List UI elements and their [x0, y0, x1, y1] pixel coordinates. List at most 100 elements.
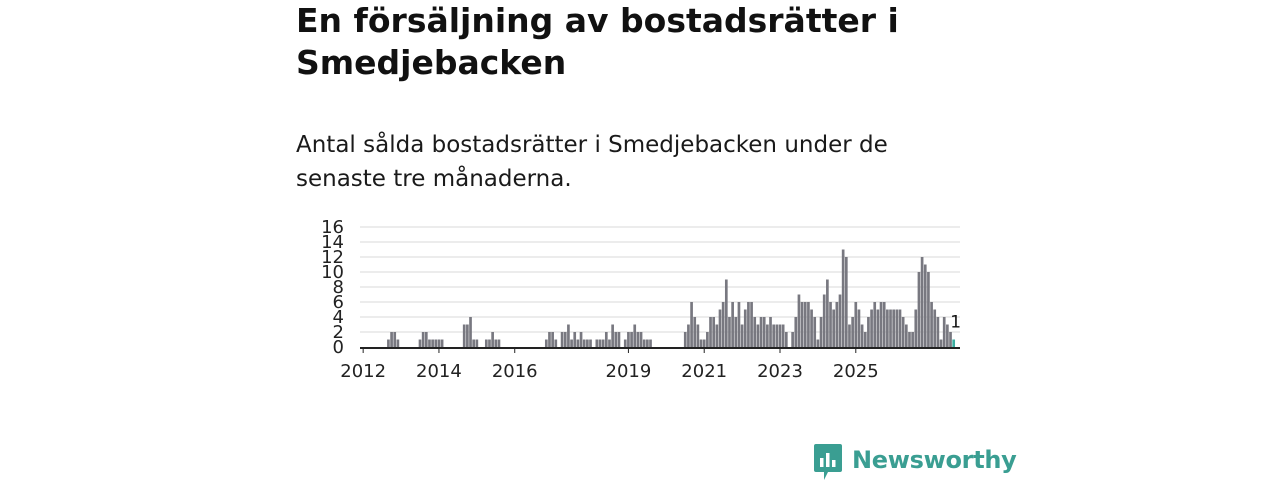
bar	[886, 309, 889, 347]
bar	[807, 302, 810, 347]
bar	[882, 302, 886, 347]
bar	[696, 324, 700, 347]
bar	[835, 302, 839, 347]
bar	[582, 339, 586, 347]
bar	[428, 339, 431, 347]
bar	[440, 339, 444, 347]
bar	[646, 339, 649, 347]
bar	[933, 309, 937, 347]
bar	[753, 317, 757, 347]
x-tick-label: 2025	[833, 361, 879, 382]
highlighted-bar	[952, 339, 956, 347]
bar	[810, 309, 813, 347]
bar	[475, 339, 479, 347]
bar	[737, 302, 741, 347]
bar	[731, 302, 734, 347]
bar	[854, 302, 858, 347]
bar	[911, 332, 914, 347]
bar	[759, 317, 763, 347]
y-tick-label: 6	[333, 292, 344, 313]
bar	[611, 324, 614, 347]
bar	[421, 332, 425, 347]
bar	[551, 332, 554, 347]
bar	[598, 339, 602, 347]
bar	[639, 332, 643, 347]
bar	[437, 339, 441, 347]
bar	[721, 302, 725, 347]
bar	[633, 324, 637, 347]
bar	[863, 332, 867, 347]
y-tick-label: 16	[321, 217, 344, 238]
bar	[923, 264, 927, 347]
x-tick-label: 2023	[757, 361, 803, 382]
bar	[949, 332, 952, 347]
bar	[702, 339, 706, 347]
bar	[734, 317, 738, 347]
bar	[554, 339, 558, 347]
bar	[469, 317, 472, 347]
bar	[563, 332, 567, 347]
bar	[424, 332, 428, 347]
bar	[867, 317, 870, 347]
bar	[393, 332, 397, 347]
bar	[687, 324, 690, 347]
bar	[851, 317, 854, 347]
chart-subtitle: Antal sålda bostadsrätter i Smedjebacken…	[296, 132, 888, 192]
bar	[876, 309, 880, 347]
highlight-value-label: 1	[950, 313, 961, 333]
bar	[747, 302, 750, 347]
bar	[431, 339, 434, 347]
bar	[570, 339, 573, 347]
bar	[699, 339, 703, 347]
x-tick-label: 2012	[340, 361, 386, 382]
bar	[494, 339, 498, 347]
bar	[797, 294, 801, 347]
bar	[630, 332, 633, 347]
bar	[488, 339, 491, 347]
bar	[917, 272, 921, 347]
bar	[586, 339, 589, 347]
bar	[879, 302, 883, 347]
bar	[491, 332, 494, 347]
bar	[434, 339, 438, 347]
bar	[715, 324, 719, 347]
bar	[822, 294, 826, 347]
bar	[844, 257, 848, 347]
y-tick-label: 8	[333, 277, 344, 298]
newsworthy-logo-text: Newsworthy	[852, 446, 1017, 474]
x-tick-label: 2019	[606, 361, 652, 382]
bar	[690, 302, 693, 347]
bar	[544, 339, 548, 347]
bar	[838, 294, 842, 347]
bar	[560, 332, 564, 347]
bar	[762, 317, 766, 347]
bar	[617, 332, 621, 347]
bar	[778, 324, 782, 347]
bar	[718, 309, 722, 347]
bar	[832, 309, 836, 347]
bar	[781, 324, 785, 347]
bar	[848, 324, 851, 347]
x-tick-label: 2016	[492, 361, 538, 382]
bar	[914, 309, 918, 347]
bar	[709, 317, 712, 347]
bar	[595, 339, 599, 347]
bar	[706, 332, 709, 347]
bar	[904, 324, 908, 347]
bar	[608, 339, 611, 347]
bar	[794, 317, 798, 347]
bar	[908, 332, 911, 347]
bar	[873, 302, 877, 347]
bar	[712, 317, 716, 347]
bar	[579, 332, 583, 347]
bar	[750, 302, 753, 347]
bar	[462, 324, 466, 347]
bar	[623, 339, 627, 347]
bar	[627, 332, 630, 347]
bar	[683, 332, 687, 347]
newsworthy-logo: Newsworthy	[814, 444, 1017, 480]
data-labels: 1	[950, 313, 961, 333]
bar	[927, 272, 930, 347]
bar	[724, 279, 728, 347]
